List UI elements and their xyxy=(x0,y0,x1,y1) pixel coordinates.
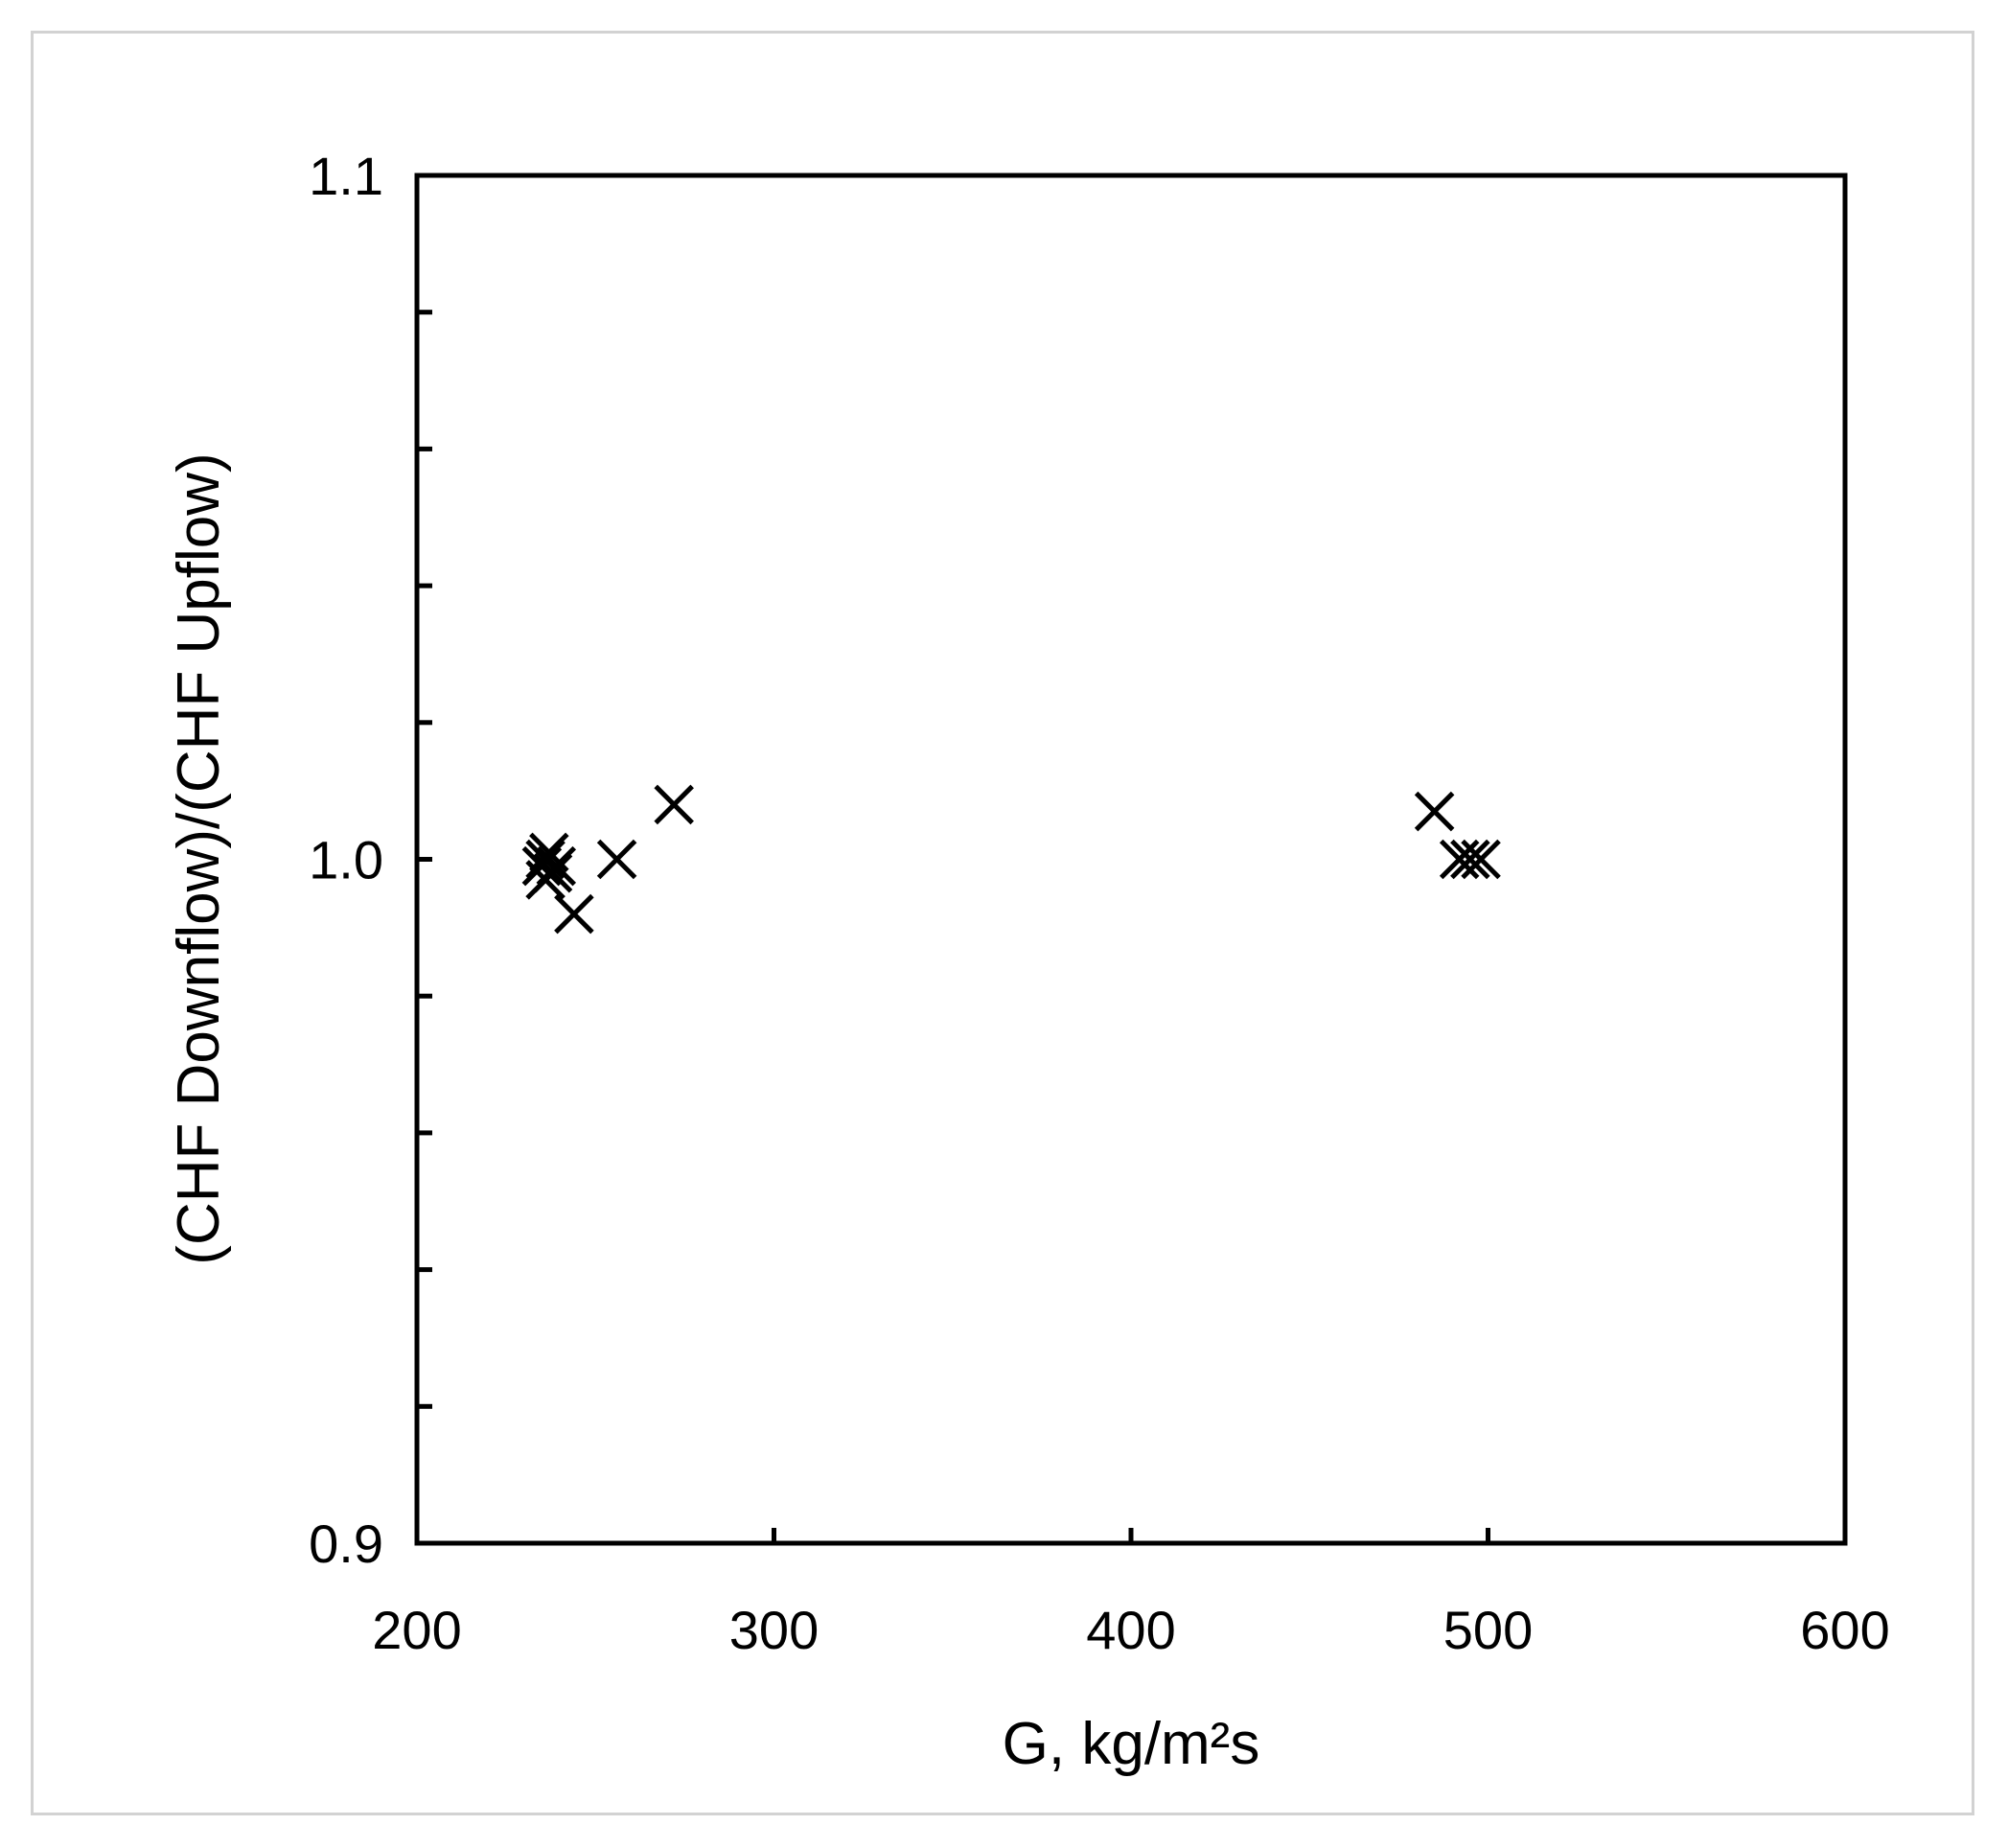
chart-frame xyxy=(31,31,1974,1815)
data-points xyxy=(521,784,1501,935)
y-tick-label: 1.0 xyxy=(309,830,383,890)
data-point xyxy=(1461,839,1501,880)
y-axis-tick-labels: 0.9 1.0 1.1 xyxy=(309,146,383,1574)
y-tick-label: 0.9 xyxy=(309,1513,383,1574)
x-axis-ticks xyxy=(772,1528,1490,1543)
x-axis-title: G, kg/m²s xyxy=(1003,1711,1260,1777)
data-point xyxy=(1450,839,1490,880)
x-tick-label: 500 xyxy=(1443,1600,1533,1660)
data-point xyxy=(596,839,637,880)
x-tick-label: 200 xyxy=(372,1600,461,1660)
data-point xyxy=(654,784,694,825)
y-axis-title: (CHF Downflow)/(CHF Upflow) xyxy=(166,452,232,1264)
y-tick-label: 1.1 xyxy=(309,146,383,206)
x-tick-label: 400 xyxy=(1086,1600,1175,1660)
data-point xyxy=(536,845,577,887)
x-tick-label: 300 xyxy=(729,1600,819,1660)
data-point xyxy=(554,893,594,935)
plot-area xyxy=(414,173,1848,1546)
x-axis-tick-labels: 200 300 400 500 600 xyxy=(372,1600,1889,1660)
data-point xyxy=(1414,791,1455,832)
x-tick-label: 600 xyxy=(1800,1600,1889,1660)
y-axis-ticks xyxy=(417,310,432,1409)
